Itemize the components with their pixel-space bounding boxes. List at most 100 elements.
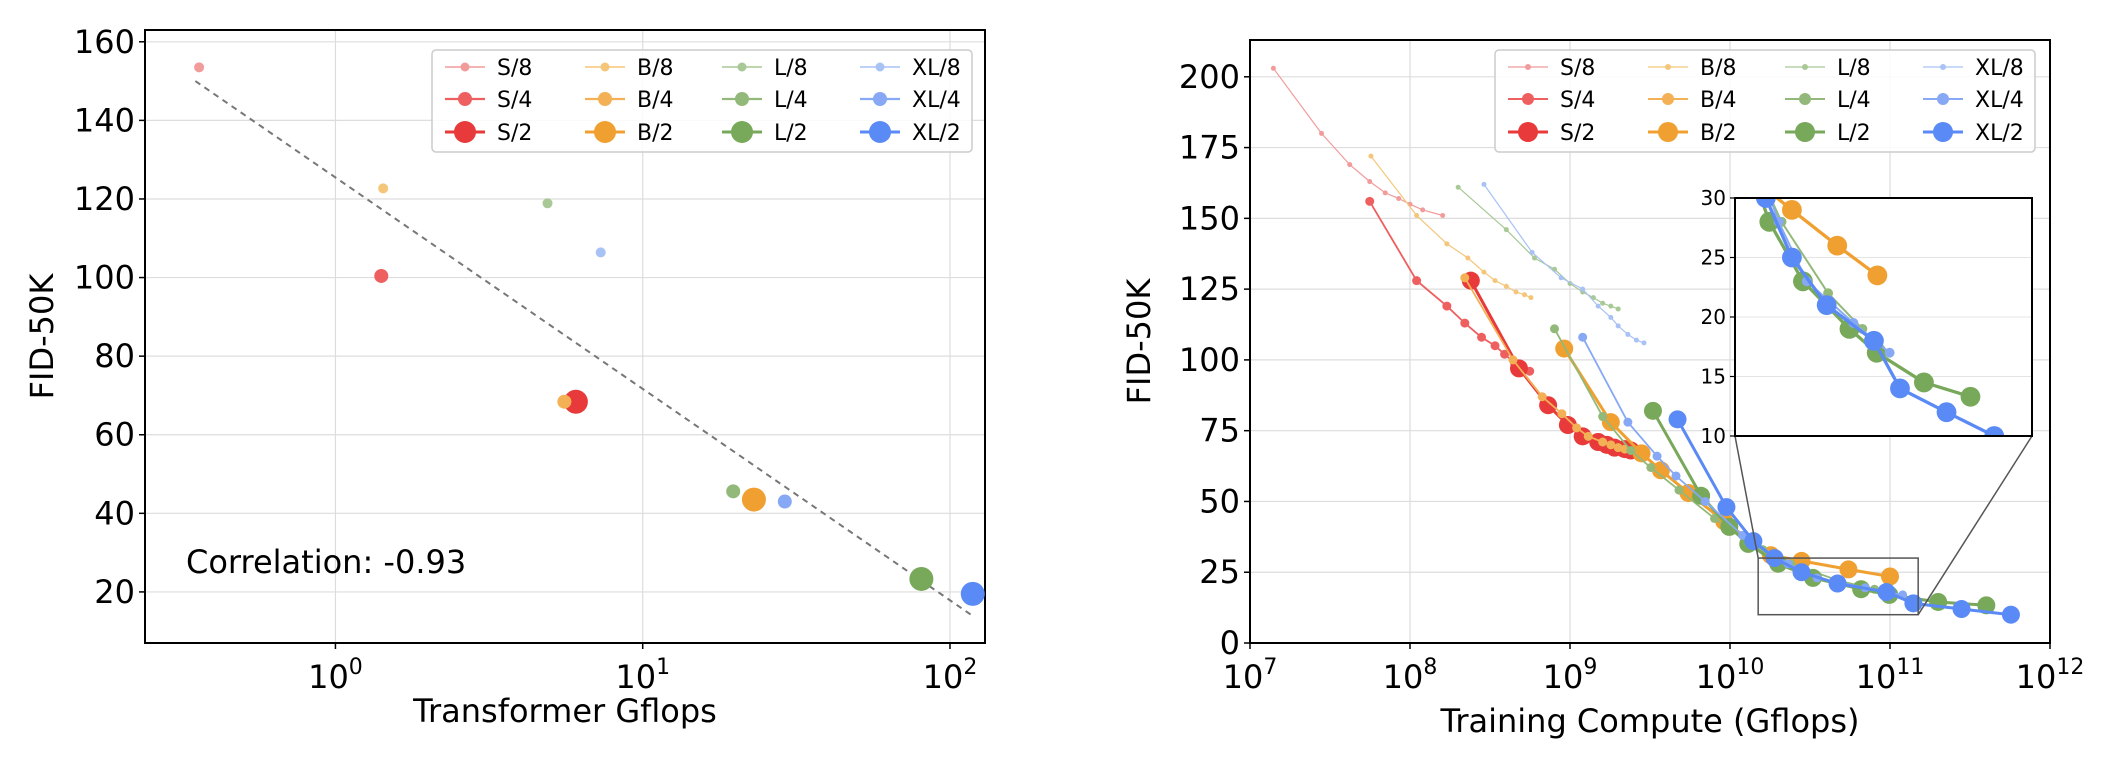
series-line-b2 [1774, 198, 1879, 277]
legend-label-xl8: XL/8 [1975, 56, 2024, 81]
point-s4 [1412, 276, 1422, 286]
legend-label-b2: B/2 [637, 121, 674, 146]
zoom-connector [1917, 435, 2033, 616]
legend-marker-xl2 [869, 121, 891, 143]
point-b8 [1414, 213, 1420, 219]
point-xl8 [1595, 303, 1601, 309]
point-xl2 [1890, 378, 1910, 399]
tick-label-x: 101 [615, 655, 670, 696]
point-b4 [557, 394, 572, 409]
point-s8 [1347, 162, 1353, 168]
legend-marker-l8 [1802, 64, 1808, 70]
point-xl8 [1558, 275, 1564, 281]
point-l2 [1643, 401, 1662, 420]
point-b8 [1368, 153, 1374, 159]
point-l8 [1600, 300, 1606, 306]
point-l8 [1455, 184, 1461, 190]
point-b2 [1881, 567, 1899, 586]
point-xl2 [1984, 426, 2005, 436]
point-s2 [563, 389, 588, 414]
legend-marker-l8 [737, 62, 747, 72]
point-xl4 [1623, 417, 1633, 427]
legend-label-s4: S/4 [497, 88, 532, 113]
legend-marker-s8 [1525, 64, 1531, 70]
tick-label-y: 60 [94, 416, 135, 454]
tick-label-y: 25 [1199, 553, 1240, 591]
legend-marker-xl2 [1933, 122, 1953, 142]
tick-label-y: 140 [74, 101, 135, 139]
legend-label-s2: S/2 [1560, 121, 1595, 146]
tick-label-x: 1011 [1856, 655, 1925, 696]
legend-label-s4: S/4 [1560, 88, 1595, 113]
point-xl2 [1936, 402, 1957, 423]
point-b8 [378, 183, 389, 194]
point-b4 [1572, 423, 1582, 433]
point-l2 [1914, 372, 1934, 393]
plot-frame [144, 29, 986, 644]
tick-label-x: 109 [1543, 655, 1598, 696]
legend-marker-b2 [1658, 122, 1678, 142]
legend-box [431, 49, 973, 153]
point-l2 [1960, 386, 1981, 407]
point-l4 [1549, 324, 1559, 334]
zoom-connector [1734, 435, 1759, 559]
legend-label-s8: S/8 [497, 56, 532, 81]
point-l2 [909, 566, 934, 591]
point-l8 [1615, 306, 1621, 312]
point-l4 [1626, 445, 1636, 455]
legend-marker-l4 [735, 92, 749, 106]
point-l8 [1503, 227, 1509, 233]
point-s4 [1500, 349, 1510, 359]
tick-label-x: 102 [923, 655, 978, 696]
point-xl2 [1755, 198, 1776, 208]
x-axis-label: Training Compute (Gflops) [1439, 702, 1859, 740]
tick-label-y: 75 [1199, 412, 1240, 450]
series-line-xl2 [1676, 418, 2012, 617]
legend-label-l8: L/8 [1837, 56, 1871, 81]
point-l4 [1674, 485, 1684, 495]
x-axis-label: Transformer Gflops [412, 692, 717, 730]
legend-label-xl4: XL/4 [1975, 88, 2024, 113]
legend-label-l2: L/2 [774, 121, 808, 146]
point-xl2 [960, 581, 985, 606]
point-l8 [542, 198, 553, 209]
point-s2 [1558, 416, 1577, 435]
point-xl2 [1668, 410, 1687, 429]
point-s4 [1442, 301, 1452, 311]
legend-marker-s2 [454, 121, 476, 143]
legend-label-s2: S/2 [497, 121, 532, 146]
legend-marker-b4 [1662, 93, 1674, 105]
point-s8 [1270, 65, 1276, 71]
point-s4 [374, 268, 389, 283]
legend-marker-b8 [600, 62, 610, 72]
point-s8 [1440, 213, 1446, 219]
y-axis-label: FID-50K [1120, 278, 1158, 405]
tick-label-y: 150 [1179, 199, 1240, 237]
trend-line [194, 80, 973, 617]
point-s8 [1396, 196, 1402, 202]
point-b4 [1508, 355, 1518, 365]
legend-label-xl4: XL/4 [912, 88, 961, 113]
tick-label-y: 160 [74, 23, 135, 61]
tick-label-x: 1012 [2016, 655, 2085, 696]
point-s8 [1420, 207, 1426, 213]
point-xl2 [1792, 563, 1811, 582]
point-xl2 [1816, 295, 1837, 315]
legend-marker-xl4 [1937, 93, 1949, 105]
legend-label-b4: B/4 [1700, 88, 1737, 113]
point-b2 [1781, 200, 1802, 220]
point-b4 [1583, 431, 1593, 441]
point-b4 [1537, 392, 1547, 402]
point-b8 [1465, 255, 1471, 261]
point-l4 [726, 484, 741, 499]
point-b8 [1492, 278, 1498, 284]
tick-label-x: 100 [308, 655, 363, 696]
tick-label-y: 0 [1220, 624, 1240, 662]
legend-label-l8: L/8 [774, 56, 808, 81]
point-s8 [1319, 130, 1325, 136]
legend-label-b2: B/2 [1700, 121, 1737, 146]
point-l8 [1608, 303, 1614, 309]
point-xl2 [1877, 583, 1896, 602]
point-xl8 [1615, 323, 1621, 329]
point-b4 [1460, 273, 1470, 283]
